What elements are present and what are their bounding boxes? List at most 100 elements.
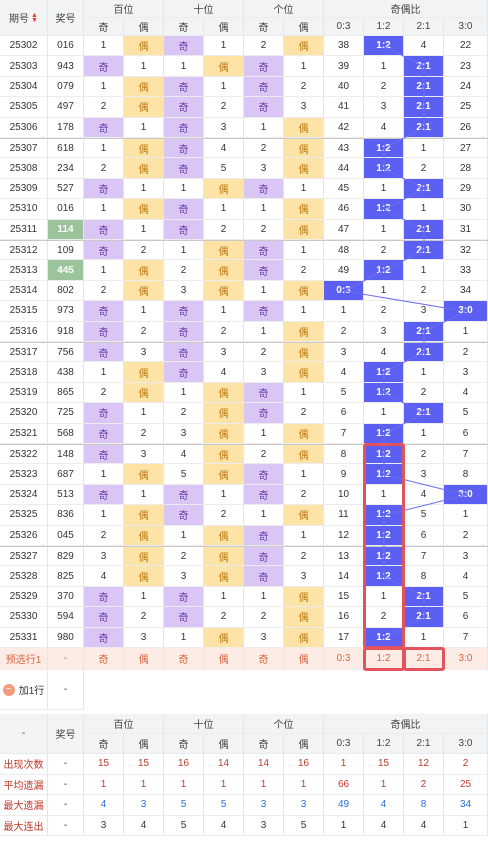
- odd-cell: 奇: [244, 97, 284, 118]
- predict-row-label[interactable]: 预选行1: [0, 648, 48, 670]
- ratio-hit-cell: 1:2: [364, 260, 404, 281]
- even-cell: 2: [284, 260, 324, 281]
- add-row-button[interactable]: − 加1行: [2, 682, 44, 697]
- sort-icon[interactable]: ▲ ▼: [31, 11, 38, 24]
- even-cell: 1: [124, 56, 164, 77]
- predict-option[interactable]: 偶: [284, 648, 324, 670]
- ratio-miss-cell: 34: [444, 280, 488, 302]
- stats-odd-subheader: 奇: [84, 734, 124, 754]
- stats-number: -: [48, 815, 84, 836]
- stats-even-subheader: 偶: [204, 734, 244, 754]
- ratio-hit-cell: 1:2: [364, 158, 404, 179]
- odd-cell: 3: [244, 158, 284, 179]
- odd-cell: 奇: [244, 547, 284, 567]
- minus-icon: −: [2, 683, 15, 696]
- table-row: 25327 829 3 偶 2 偶奇 2 13 1:2 7 3: [0, 546, 488, 567]
- odd-cell: 奇: [84, 56, 124, 77]
- predict-option[interactable]: 2:1: [404, 648, 444, 670]
- stats-value: 4: [364, 795, 404, 816]
- predict-option[interactable]: 奇: [244, 648, 284, 670]
- even-cell: 2: [124, 321, 164, 342]
- even-cell: 偶: [124, 382, 164, 404]
- odd-cell: 奇: [164, 97, 204, 118]
- ratio-hit-cell: 2:1: [404, 241, 444, 261]
- odd-cell: 1: [84, 505, 124, 526]
- odd-cell: 奇: [244, 301, 284, 322]
- stats-tens-header: 十位: [164, 714, 244, 734]
- even-cell: 偶: [124, 525, 164, 546]
- table-row: 25331 980 奇 3 1 偶 3 偶 17 1:2 1 7: [0, 627, 488, 648]
- stats-value: 5: [164, 815, 204, 836]
- ratio-miss-cell: 22: [444, 36, 488, 57]
- odd-cell: 1: [244, 117, 284, 138]
- period-cell: 25313: [0, 260, 48, 281]
- ratio-miss-cell: 1: [364, 219, 404, 240]
- even-cell: 1: [284, 301, 324, 322]
- period-cell: 25329: [0, 586, 48, 608]
- even-cell: 2: [204, 321, 244, 342]
- ratio-miss-cell: 1: [364, 280, 404, 302]
- period-header[interactable]: 期号 ▲ ▼: [0, 0, 48, 36]
- odd-cell: 奇: [84, 484, 124, 506]
- stats-value: 25: [444, 774, 488, 795]
- even-cell: 偶: [284, 423, 324, 444]
- even-cell: 4: [204, 362, 244, 383]
- predict-option[interactable]: 3:0: [444, 648, 488, 670]
- ratio-miss-cell: 12: [324, 525, 364, 546]
- odd-cell: 1: [244, 423, 284, 444]
- ratio-miss-cell: 27: [444, 139, 488, 159]
- predict-option[interactable]: 偶: [124, 648, 164, 670]
- stats-number: -: [48, 774, 84, 795]
- even-subheader: 偶: [284, 18, 324, 36]
- prize-number-cell: 045: [48, 525, 84, 546]
- even-cell: 偶: [204, 241, 244, 261]
- period-cell: 25320: [0, 403, 48, 424]
- even-cell: 2: [204, 505, 244, 526]
- ratio-miss-cell: 45: [324, 178, 364, 200]
- ratio-miss-cell: 1: [404, 199, 444, 220]
- stats-value: 14: [244, 754, 284, 775]
- stats-value: 1: [364, 774, 404, 795]
- even-cell: 1: [284, 525, 324, 546]
- period-cell: 25302: [0, 36, 48, 57]
- ratio-hit-cell: 1:2: [364, 505, 404, 526]
- ratio-miss-cell: 29: [444, 178, 488, 200]
- even-cell: 5: [204, 158, 244, 179]
- ratio-miss-cell: 4: [364, 117, 404, 138]
- predict-option[interactable]: 奇: [84, 648, 124, 670]
- period-cell: 25307: [0, 139, 48, 159]
- stats-value: 16: [164, 754, 204, 775]
- period-cell: 25315: [0, 301, 48, 322]
- predict-option[interactable]: 0:3: [324, 648, 364, 670]
- even-cell: 2: [284, 547, 324, 567]
- stats-value: 5: [284, 815, 324, 836]
- odd-cell: 4: [164, 445, 204, 465]
- period-cell: 25331: [0, 627, 48, 648]
- odd-cell: 奇: [164, 586, 204, 608]
- period-cell: 25303: [0, 56, 48, 77]
- prize-number-cell: 943: [48, 56, 84, 77]
- predict-option[interactable]: 奇: [164, 648, 204, 670]
- table-row: 25322 148 奇 3 4 偶 2 偶 8 1:2 2 7: [0, 444, 488, 465]
- ratio-miss-cell: 41: [324, 97, 364, 118]
- stats-row: 平均遗漏 -1 1 1 1 1 1 66 1 2 25: [0, 774, 488, 795]
- ratio-hit-cell: 1:2: [364, 362, 404, 383]
- even-cell: 偶: [204, 566, 244, 587]
- ratio-miss-cell: 2: [404, 280, 444, 302]
- stats-ratio-subheader: 3:0: [444, 734, 488, 754]
- ratio-hit-cell: 2:1: [404, 178, 444, 200]
- predict-option[interactable]: 1:2: [364, 648, 404, 670]
- even-cell: 偶: [284, 139, 324, 159]
- ratio-miss-cell: 43: [324, 139, 364, 159]
- predict-option[interactable]: 偶: [204, 648, 244, 670]
- ratio-hit-cell: 1:2: [364, 139, 404, 159]
- ratio-miss-cell: 4: [364, 343, 404, 363]
- period-cell: 25321: [0, 423, 48, 444]
- prize-number-cell: 980: [48, 627, 84, 648]
- even-cell: 偶: [124, 566, 164, 587]
- odd-cell: 奇: [244, 525, 284, 546]
- period-cell: 25316: [0, 321, 48, 342]
- stats-value: 1: [164, 774, 204, 795]
- ratio-hit-cell: 2:1: [404, 219, 444, 240]
- even-cell: 偶: [124, 547, 164, 567]
